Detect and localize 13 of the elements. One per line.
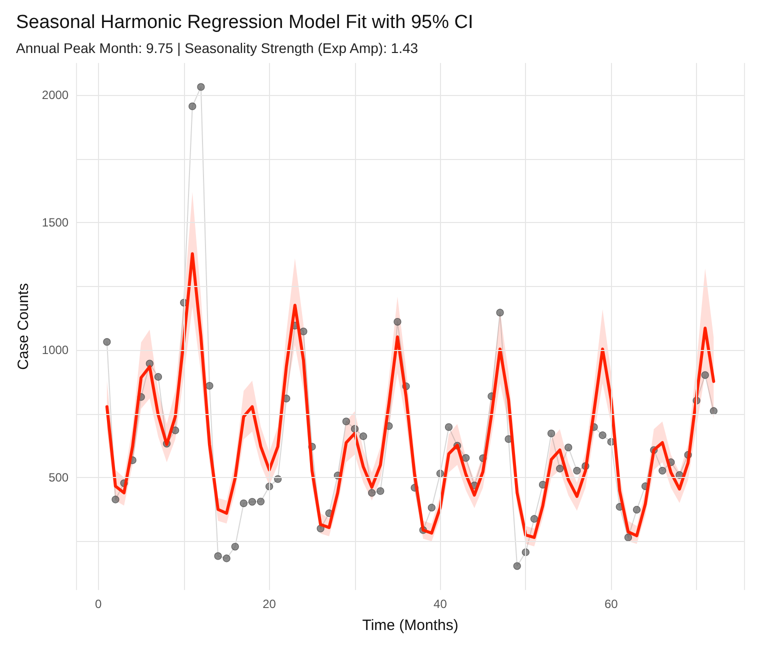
x-tick-label: 40 bbox=[434, 597, 448, 611]
chart-title: Seasonal Harmonic Regression Model Fit with 95% CI bbox=[16, 12, 474, 33]
y-axis-title: Case Counts bbox=[15, 283, 32, 370]
y-tick-label: 1500 bbox=[42, 216, 69, 230]
y-tick-label: 1000 bbox=[42, 343, 69, 358]
chart-subtitle: Annual Peak Month: 9.75 | Seasonality Strength (Exp Amp): 1.43 bbox=[16, 40, 418, 56]
y-tick-label: 2000 bbox=[42, 88, 69, 102]
x-tick-label: 60 bbox=[604, 597, 618, 611]
y-tick-label: 500 bbox=[48, 470, 69, 485]
line-series bbox=[105, 252, 716, 539]
x-axis-title: Time (Months) bbox=[362, 617, 458, 634]
x-tick-label: 20 bbox=[262, 597, 276, 611]
x-tick-label: 0 bbox=[95, 597, 102, 611]
